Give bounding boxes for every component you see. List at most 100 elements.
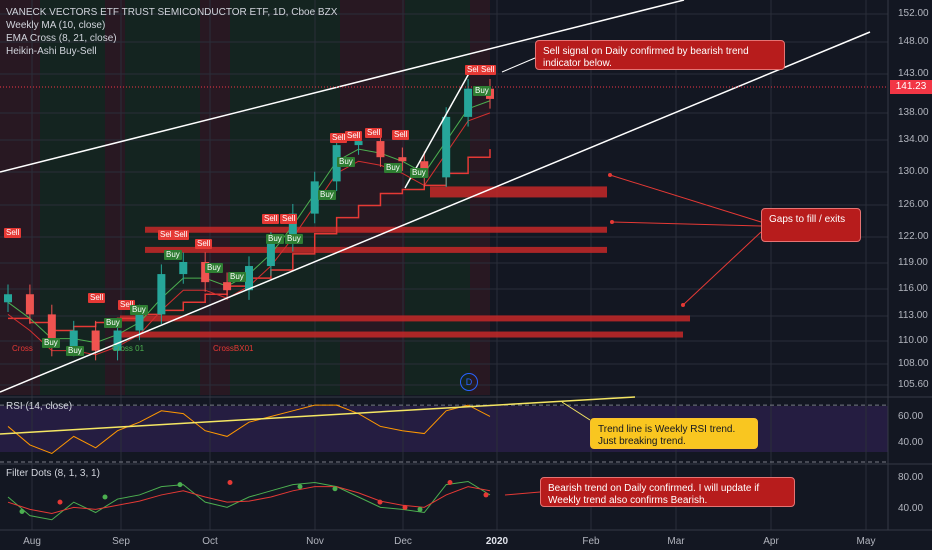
ema-cross-label: Cross	[12, 344, 33, 353]
price-axis-label: 148.00	[898, 36, 929, 47]
price-axis-label: 116.00	[898, 283, 928, 294]
candle-body	[332, 145, 341, 182]
indicator-ema-cross[interactable]: EMA Cross (8, 21, close)	[6, 33, 117, 44]
candle-body	[310, 181, 319, 214]
candle-body	[442, 116, 451, 178]
candle-body	[223, 282, 232, 291]
sell-signal-tag: Sell	[365, 128, 383, 138]
buy-signal-tag: Buy	[337, 157, 355, 167]
candle-body	[464, 88, 473, 117]
candle-body	[91, 330, 100, 351]
buy-signal-tag: Buy	[384, 163, 402, 173]
upper-trend-line	[0, 0, 685, 173]
buy-signal-tag: Buy	[410, 168, 428, 178]
candle-body	[135, 314, 144, 331]
price-axis-label: 105.60	[898, 379, 929, 390]
time-axis-label: Aug	[23, 536, 41, 547]
dividend-badge[interactable]: D	[460, 373, 478, 391]
sell-signal-tag: Sell	[345, 131, 363, 141]
filter-dot-0	[19, 508, 25, 514]
filter-axis-label-40: 40.00	[898, 503, 924, 514]
candle-body	[354, 141, 363, 146]
buy-signal-tag: Buy	[318, 190, 336, 200]
heikin-band-0	[0, 0, 40, 395]
rsi-axis-label-40: 40.00	[898, 437, 924, 448]
time-axis-label: Oct	[202, 536, 218, 547]
time-axis-label: Apr	[763, 536, 779, 547]
price-axis-label: 134.00	[898, 134, 929, 145]
candle-body	[266, 241, 275, 267]
callout-arrow-gaps-2	[682, 231, 762, 306]
candle-body	[245, 266, 253, 291]
price-axis-label: 119.00	[898, 257, 928, 268]
indicator-weekly-ma[interactable]: Weekly MA (10, close)	[6, 20, 106, 31]
sell-signal-tag: Sell	[465, 65, 483, 75]
callout-arrowhead-gaps-2	[681, 303, 685, 307]
sell-signal-tag: Sell	[392, 130, 410, 140]
callout-gaps: Gaps to fill / exits	[761, 208, 861, 242]
heikin-band-7	[340, 0, 405, 395]
sell-signal-tag: Sell	[118, 300, 136, 310]
buy-signal-tag: Buy	[473, 86, 491, 96]
callout-arrow-gaps-0	[609, 174, 762, 223]
indicator-heikin-ashi[interactable]: Heikin-Ashi Buy-Sell	[6, 46, 97, 57]
candle-body	[376, 141, 385, 158]
buy-signal-tag: Buy	[164, 250, 182, 260]
buy-signal-tag: Buy	[42, 338, 60, 348]
buy-signal-tag: Buy	[66, 346, 84, 356]
candle-body	[288, 213, 297, 242]
time-axis-label: Mar	[667, 536, 685, 547]
price-axis-label: 152.00	[898, 8, 929, 19]
gap-zone-1	[145, 226, 607, 233]
callout-rsi-trend: Trend line is Weekly RSI trend. Just bre…	[590, 418, 758, 449]
candle-body	[47, 314, 56, 347]
sell-signal-tag: Sell	[330, 133, 348, 143]
filter-axis-label-80: 80.00	[898, 472, 924, 483]
heikin-band-5	[230, 0, 300, 395]
rsi-trend-line	[0, 396, 636, 435]
filter-dot-11	[483, 492, 489, 498]
ema-cross-label: CrossBX01	[213, 344, 254, 353]
time-axis-label: 2020	[485, 536, 509, 547]
gap-zone-2	[145, 246, 607, 253]
sell-signal-tag: Sell	[88, 293, 106, 303]
candle-body	[113, 330, 122, 351]
time-axis-label: Sep	[112, 536, 130, 547]
rsi-axis-label-60: 60.00	[898, 411, 924, 422]
candle-body	[179, 261, 188, 275]
filter-dot-6	[332, 486, 338, 492]
callout-arrow-gaps-1	[611, 221, 762, 227]
gap-zone-4	[120, 331, 683, 338]
buy-signal-tag: Buy	[104, 318, 122, 328]
last-price-tag: 141.23	[890, 80, 932, 94]
callout-sell-signal: Sell signal on Daily confirmed by bearis…	[535, 40, 785, 70]
filter-line-fast	[7, 480, 491, 521]
time-axis-label: Nov	[306, 536, 324, 547]
symbol-title: VANECK VECTORS ETF TRUST SEMICONDUCTOR E…	[6, 7, 338, 18]
time-axis-label: May	[856, 536, 876, 547]
buy-signal-tag: Buy	[266, 234, 284, 244]
ema-cross-label: Cross 01	[112, 344, 145, 353]
sell-signal-tag: Sell	[172, 230, 190, 240]
filter-line-slow	[7, 486, 491, 515]
buy-signal-tag: Buy	[228, 272, 246, 282]
buy-signal-tag: Buy	[130, 305, 148, 315]
callout-arrowhead-gaps-1	[610, 220, 614, 224]
candle-body	[69, 330, 78, 347]
rsi-pane-title[interactable]: RSI (14, close)	[6, 401, 73, 412]
heikin-band-8	[405, 0, 470, 395]
sell-signal-tag: Sell	[158, 230, 176, 240]
buy-signal-tag: Buy	[205, 263, 223, 273]
callout-bearish-trend: Bearish trend on Daily confirmed. I will…	[540, 477, 795, 507]
filter-dot-3	[177, 482, 183, 488]
filter-dot-10	[447, 480, 453, 486]
price-axis-label: 108.00	[898, 358, 929, 369]
filter-dot-7	[377, 499, 383, 505]
time-axis-label: Feb	[582, 536, 600, 547]
callout-pointer-sell	[501, 57, 536, 73]
filter-pane-title[interactable]: Filter Dots (8, 1, 3, 1)	[6, 468, 100, 479]
chart-legend: VANECK VECTORS ETF TRUST SEMICONDUCTOR E…	[6, 6, 337, 58]
price-axis-label: 126.00	[898, 199, 929, 210]
heikin-band-4	[200, 0, 230, 395]
